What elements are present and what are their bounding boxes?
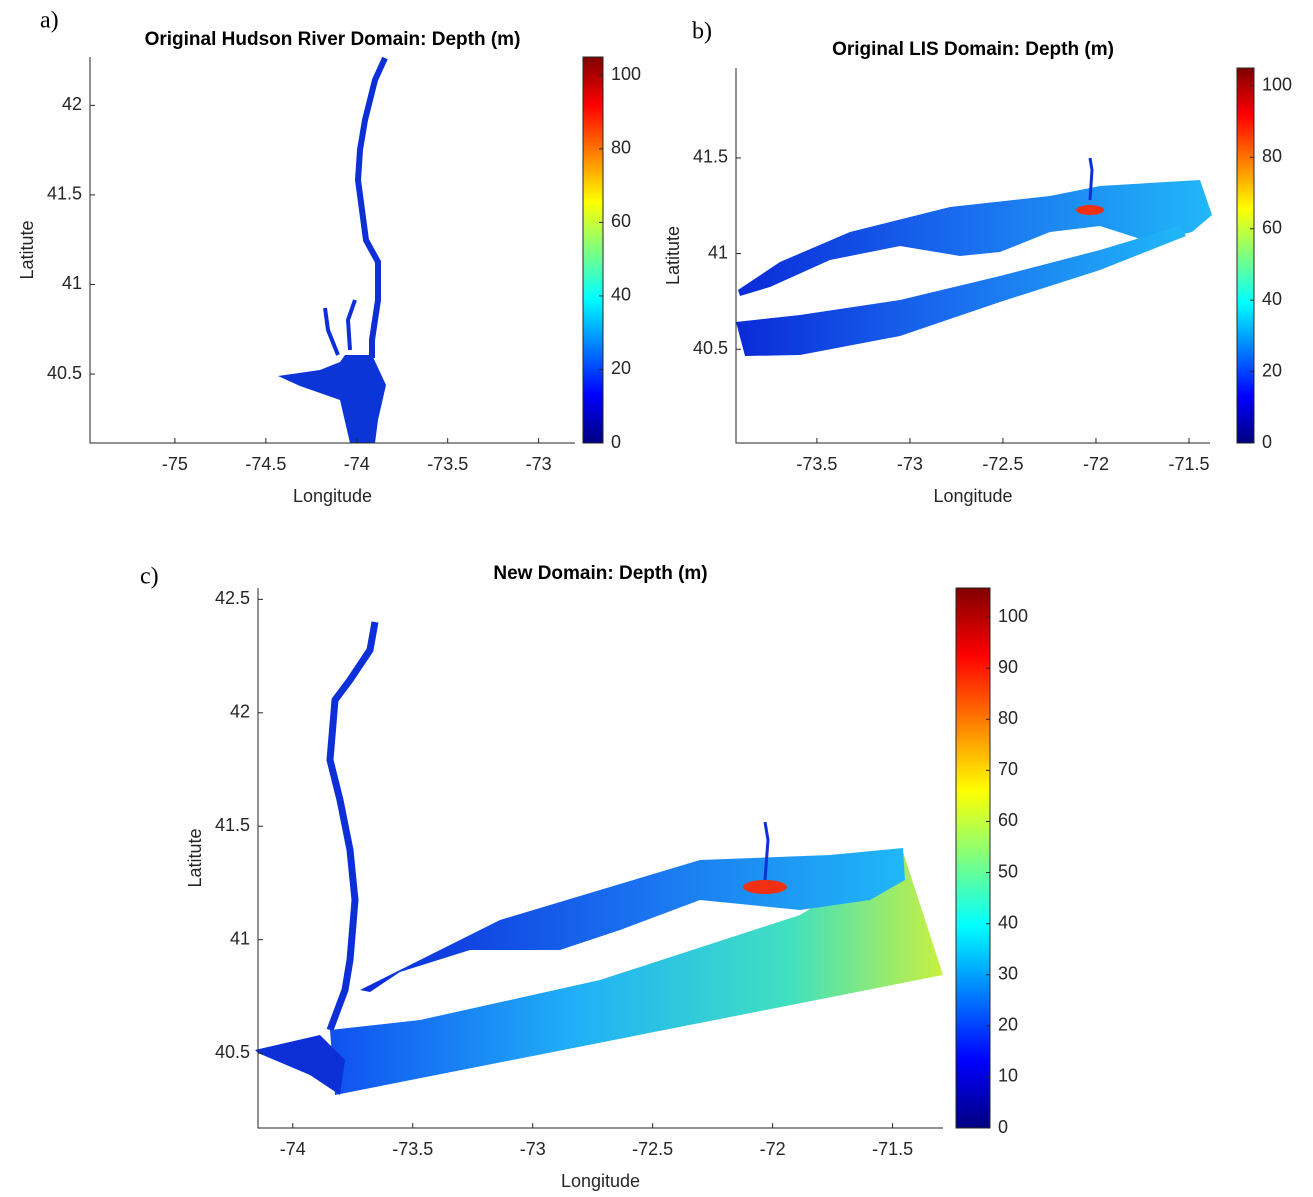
chart-title: New Domain: Depth (m) bbox=[493, 563, 707, 584]
x-tick-label: -73 bbox=[520, 1139, 546, 1159]
colorbar-tick-label: 100 bbox=[1262, 75, 1292, 95]
chart-title: Original LIS Domain: Depth (m) bbox=[832, 39, 1114, 60]
x-axis-label: Longitude bbox=[293, 486, 372, 506]
x-axis-label: Longitude bbox=[933, 486, 1012, 506]
y-tick-label: 40.5 bbox=[215, 1042, 250, 1062]
x-tick-label: -71.5 bbox=[872, 1139, 913, 1159]
axis-line bbox=[89, 57, 575, 444]
colorbar-tick-label: 20 bbox=[611, 358, 631, 378]
colorbar-tick-label: 0 bbox=[998, 1117, 1008, 1137]
x-tick-label: -72 bbox=[760, 1139, 786, 1159]
x-tick-label: -74 bbox=[280, 1139, 306, 1159]
x-tick-label: -74 bbox=[344, 454, 370, 474]
colorbar-tick-label: 80 bbox=[998, 708, 1018, 728]
x-tick-label: -73.5 bbox=[427, 454, 468, 474]
colorbar-tick-label: 30 bbox=[998, 963, 1018, 983]
x-tick-label: -73.5 bbox=[796, 454, 837, 474]
y-tick-label: 40.5 bbox=[47, 363, 82, 383]
x-tick-label: -73 bbox=[897, 454, 923, 474]
y-tick-label: 41 bbox=[230, 928, 250, 948]
colorbar-tick-label: 80 bbox=[611, 138, 631, 158]
colorbar-tick-label: 80 bbox=[1262, 146, 1282, 166]
colorbar-tick-label: 40 bbox=[611, 285, 631, 305]
colorbar-tick-label: 60 bbox=[611, 211, 631, 231]
x-tick-label: -74.5 bbox=[245, 454, 286, 474]
x-tick-label: -73.5 bbox=[392, 1139, 433, 1159]
y-tick-label: 42 bbox=[62, 94, 82, 114]
colorbar-tick-label: 20 bbox=[998, 1015, 1018, 1035]
domain-shape bbox=[278, 56, 388, 443]
panel-label: c) bbox=[140, 564, 159, 590]
y-tick-label: 40.5 bbox=[693, 338, 728, 358]
x-tick-label: -72.5 bbox=[982, 454, 1023, 474]
colorbar-tick-label: 50 bbox=[998, 861, 1018, 881]
colorbar-tick-label: 20 bbox=[1262, 360, 1282, 380]
colorbar-tick-label: 0 bbox=[611, 432, 621, 452]
panel-label: a) bbox=[40, 8, 59, 34]
y-tick-label: 41.5 bbox=[47, 184, 82, 204]
colorbar-tick-label: 90 bbox=[998, 657, 1018, 677]
colorbar-tick-label: 70 bbox=[998, 759, 1018, 779]
colorbar-tick-label: 40 bbox=[998, 912, 1018, 932]
y-axis-label: Latitute bbox=[17, 220, 37, 279]
colorbar-tick-label: 100 bbox=[998, 606, 1028, 626]
y-tick-label: 41 bbox=[62, 273, 82, 293]
colorbar-tick-label: 100 bbox=[611, 64, 641, 84]
x-axis-label: Longitude bbox=[561, 1171, 640, 1191]
x-tick-label: -71.5 bbox=[1168, 454, 1209, 474]
x-tick-label: -75 bbox=[162, 454, 188, 474]
axis-line bbox=[735, 68, 1210, 444]
y-tick-label: 41 bbox=[708, 242, 728, 262]
y-axis-label: Latitute bbox=[185, 828, 205, 887]
colorbar-tick-label: 10 bbox=[998, 1066, 1018, 1086]
colorbar-tick-label: 0 bbox=[1262, 432, 1272, 452]
axis-line bbox=[257, 588, 943, 1129]
x-tick-label: -72.5 bbox=[632, 1139, 673, 1159]
x-tick-label: -73 bbox=[526, 454, 552, 474]
y-tick-label: 41.5 bbox=[215, 815, 250, 835]
domain-shape bbox=[736, 157, 1212, 356]
colorbar-tick-label: 60 bbox=[998, 810, 1018, 830]
colorbar-tick-label: 40 bbox=[1262, 289, 1282, 309]
y-tick-label: 41.5 bbox=[693, 147, 728, 167]
y-tick-label: 42 bbox=[230, 702, 250, 722]
colorbar bbox=[1236, 67, 1255, 444]
domain-shape bbox=[255, 621, 943, 1095]
panel-label: b) bbox=[692, 19, 712, 45]
y-tick-label: 42.5 bbox=[215, 588, 250, 608]
colorbar bbox=[955, 587, 991, 1129]
chart-title: Original Hudson River Domain: Depth (m) bbox=[145, 29, 521, 50]
colorbar-tick-label: 60 bbox=[1262, 217, 1282, 237]
y-axis-label: Latitute bbox=[663, 226, 683, 285]
colorbar bbox=[582, 56, 604, 444]
x-tick-label: -72 bbox=[1083, 454, 1109, 474]
